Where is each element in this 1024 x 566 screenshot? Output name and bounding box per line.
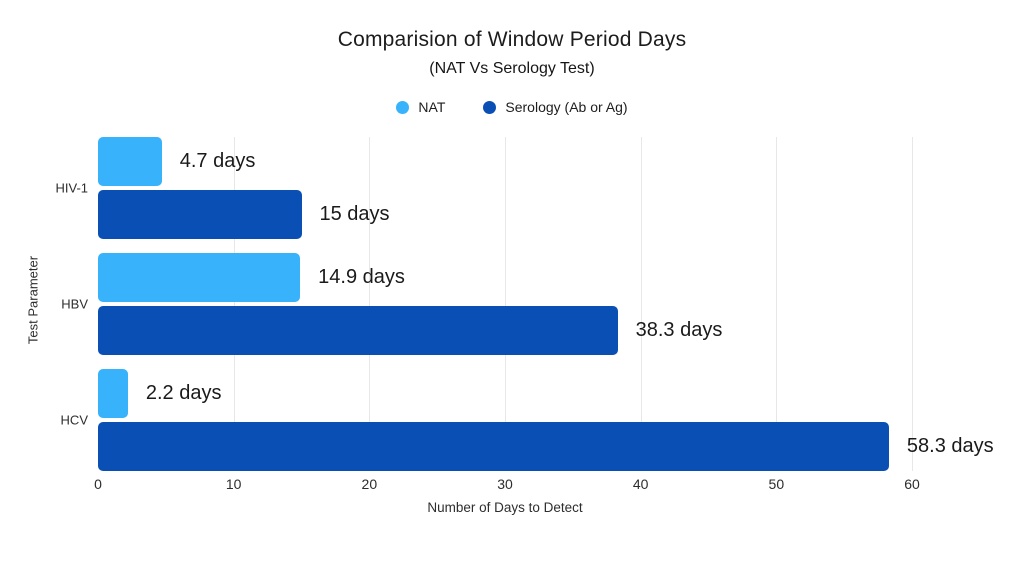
x-tick-30: 30 bbox=[497, 476, 513, 492]
bar-hbv-nat bbox=[98, 253, 301, 302]
nat-legend-label: NAT bbox=[418, 99, 446, 115]
bar-hiv-1-nat bbox=[98, 137, 162, 186]
gridline-30 bbox=[505, 137, 506, 471]
x-tick-0: 0 bbox=[94, 476, 102, 492]
gridline-60 bbox=[912, 137, 913, 471]
x-tick-20: 20 bbox=[361, 476, 378, 492]
serology-legend-label: Serology (Ab or Ag) bbox=[505, 99, 628, 115]
bar-hcv-serology bbox=[98, 422, 889, 471]
gridline-40 bbox=[640, 137, 642, 471]
value-label-hbv-serology: 38.3 days bbox=[635, 319, 723, 341]
gridline-10 bbox=[233, 137, 235, 471]
nat-legend-swatch-icon bbox=[396, 100, 410, 114]
category-label-hbv: HBV bbox=[61, 296, 88, 312]
x-tick-40: 40 bbox=[632, 476, 649, 492]
legend: NAT Serology (Ab or Ag) bbox=[0, 99, 1024, 115]
legend-item-serology: Serology (Ab or Ag) bbox=[483, 99, 628, 115]
category-label-hiv-1: HIV-1 bbox=[55, 180, 88, 196]
bar-hcv-nat bbox=[98, 369, 128, 418]
bar-hiv-1-serology bbox=[98, 190, 302, 239]
value-label-hiv-1-nat: 4.7 days bbox=[179, 150, 256, 172]
gridline-20 bbox=[369, 137, 371, 471]
x-tick-50: 50 bbox=[768, 476, 785, 492]
plot-area: 4.7 days 15 days 14.9 days 38.3 days 2.2 day… bbox=[98, 137, 994, 471]
legend-item-nat: NAT bbox=[396, 99, 445, 115]
x-axis-title: Number of Days to Detect bbox=[427, 500, 583, 515]
x-tick-60: 60 bbox=[904, 476, 920, 492]
chart-subtitle: (NAT Vs Serology Test) bbox=[429, 60, 595, 77]
value-label-hbv-nat: 14.9 days bbox=[318, 266, 405, 288]
value-label-hcv-nat: 2.2 days bbox=[145, 382, 222, 404]
chart-title: Comparision of Window Period Days bbox=[337, 28, 687, 51]
value-label-hiv-1-serology: 15 days bbox=[319, 203, 390, 225]
x-tick-10: 10 bbox=[225, 476, 242, 492]
category-label-hcv: HCV bbox=[60, 412, 88, 428]
serology-legend-swatch-icon bbox=[483, 100, 497, 114]
bar-hbv-serology bbox=[98, 306, 618, 355]
value-label-hcv-serology: 58.3 days bbox=[906, 435, 994, 457]
gridline-50 bbox=[776, 137, 778, 471]
